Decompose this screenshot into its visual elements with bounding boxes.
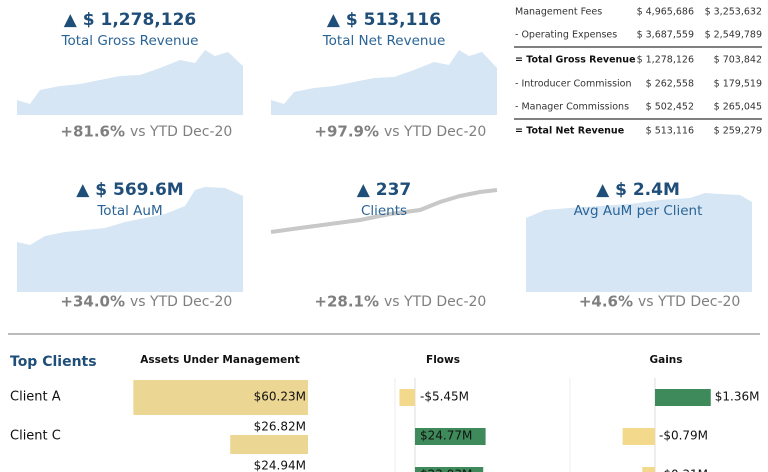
column-header: Assets Under Management xyxy=(140,354,299,366)
flows-label: $23.93M xyxy=(420,468,472,472)
sparkline-area xyxy=(271,50,497,115)
pnl-value: $ 513,116 xyxy=(646,126,694,137)
client-name: Client A xyxy=(10,390,61,405)
kpi-change: +34.0% xyxy=(60,293,125,311)
pnl-value: $ 1,278,126 xyxy=(637,55,694,66)
kpi-compare: vs YTD Dec-20 xyxy=(638,294,740,310)
gains-label: $1.36M xyxy=(715,390,760,404)
pnl-value: $ 262,558 xyxy=(646,79,694,90)
flows-label: -$5.45M xyxy=(420,390,469,404)
kpi-compare: vs YTD Dec-20 xyxy=(130,294,232,310)
pnl-value: $ 3,687,559 xyxy=(637,30,694,41)
kpi-change: +81.6% xyxy=(60,123,125,141)
flows-bar xyxy=(399,389,415,406)
pnl-value: $ 502,452 xyxy=(646,102,694,113)
kpi-change: +4.6% xyxy=(579,293,633,311)
flows-bar xyxy=(415,428,486,445)
pnl-label: Management Fees xyxy=(515,7,602,18)
sparkline-area xyxy=(526,193,752,292)
sparkline-line xyxy=(270,188,498,234)
kpi-value: ▲ 237 xyxy=(357,180,411,200)
kpi-value: ▲ $ 2.4M xyxy=(596,180,680,200)
sparkline-area xyxy=(17,50,243,115)
column-header: Gains xyxy=(649,354,682,366)
aum-label: $26.82M xyxy=(254,420,306,434)
flows-label: $24.77M xyxy=(420,429,472,443)
client-name: Client C xyxy=(10,429,61,444)
pnl-value: $ 703,842 xyxy=(714,55,762,66)
pnl-value: $ 265,045 xyxy=(714,102,762,113)
gains-bar xyxy=(642,467,655,472)
flows-bar xyxy=(415,467,484,472)
kpi-title: Total Net Revenue xyxy=(322,33,446,49)
kpi-compare: vs YTD Dec-20 xyxy=(130,124,232,140)
kpi-compare: vs YTD Dec-20 xyxy=(384,294,486,310)
aum-bar xyxy=(230,435,308,454)
pnl-value: $ 4,965,686 xyxy=(637,7,694,18)
pnl-label: = Total Net Revenue xyxy=(515,126,624,137)
pnl-value: $ 3,253,632 xyxy=(705,7,762,18)
pnl-label: - Manager Commissions xyxy=(515,102,629,113)
kpi-title: Total AuM xyxy=(96,203,162,219)
kpi-title: Clients xyxy=(361,203,407,219)
gains-label: -$0.31M xyxy=(659,468,708,472)
gains-bar xyxy=(655,389,711,406)
aum-label: $60.23M xyxy=(254,390,306,404)
table-title: Top Clients xyxy=(10,354,97,370)
kpi-change: +28.1% xyxy=(314,293,379,311)
kpi-value: ▲ $ 1,278,126 xyxy=(64,10,196,30)
aum-label: $24.94M xyxy=(254,459,306,472)
pnl-value: $ 2,549,789 xyxy=(705,30,762,41)
kpi-compare: vs YTD Dec-20 xyxy=(384,124,486,140)
gains-bar xyxy=(622,428,655,445)
pnl-label: - Operating Expenses xyxy=(515,30,617,41)
kpi-value: ▲ $ 513,116 xyxy=(327,10,441,30)
pnl-value: $ 179,519 xyxy=(714,79,762,90)
gains-label: -$0.79M xyxy=(659,429,708,443)
kpi-change: +97.9% xyxy=(314,123,379,141)
kpi-title: Total Gross Revenue xyxy=(61,33,199,49)
kpi-value: ▲ $ 569.6M xyxy=(76,180,183,200)
sparkline-area xyxy=(17,187,243,292)
pnl-value: $ 259,279 xyxy=(714,126,762,137)
pnl-label: - Introducer Commission xyxy=(515,79,632,90)
column-header: Flows xyxy=(426,354,460,366)
aum-bar xyxy=(133,380,308,415)
kpi-title: Avg AuM per Client xyxy=(574,203,703,219)
pnl-label: = Total Gross Revenue xyxy=(515,55,636,66)
